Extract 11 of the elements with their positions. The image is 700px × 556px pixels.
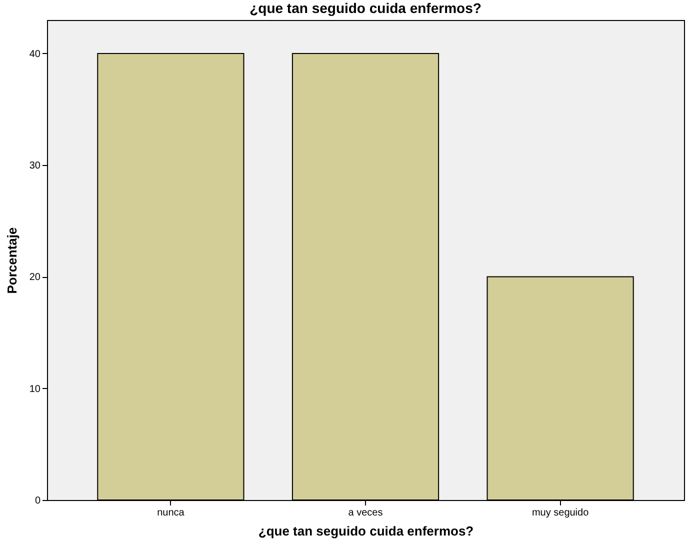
y-tick-label: 0 [34,496,41,506]
y-tick-label: 30 [29,160,41,172]
y-axis-title: Porcentaje [4,227,20,294]
y-tick-label: 20 [29,272,41,284]
x-axis-title: ¿que tan seguido cuida enfermos? [258,524,474,538]
x-tick-label: muy seguido [532,508,590,518]
y-tick-label: 40 [29,48,41,60]
chart-title: ¿que tan seguido cuida enfermos? [250,0,482,16]
x-tick-label: a veces [348,508,383,518]
x-tick-label: nunca [157,508,185,518]
y-tick-label: 10 [29,384,41,395]
